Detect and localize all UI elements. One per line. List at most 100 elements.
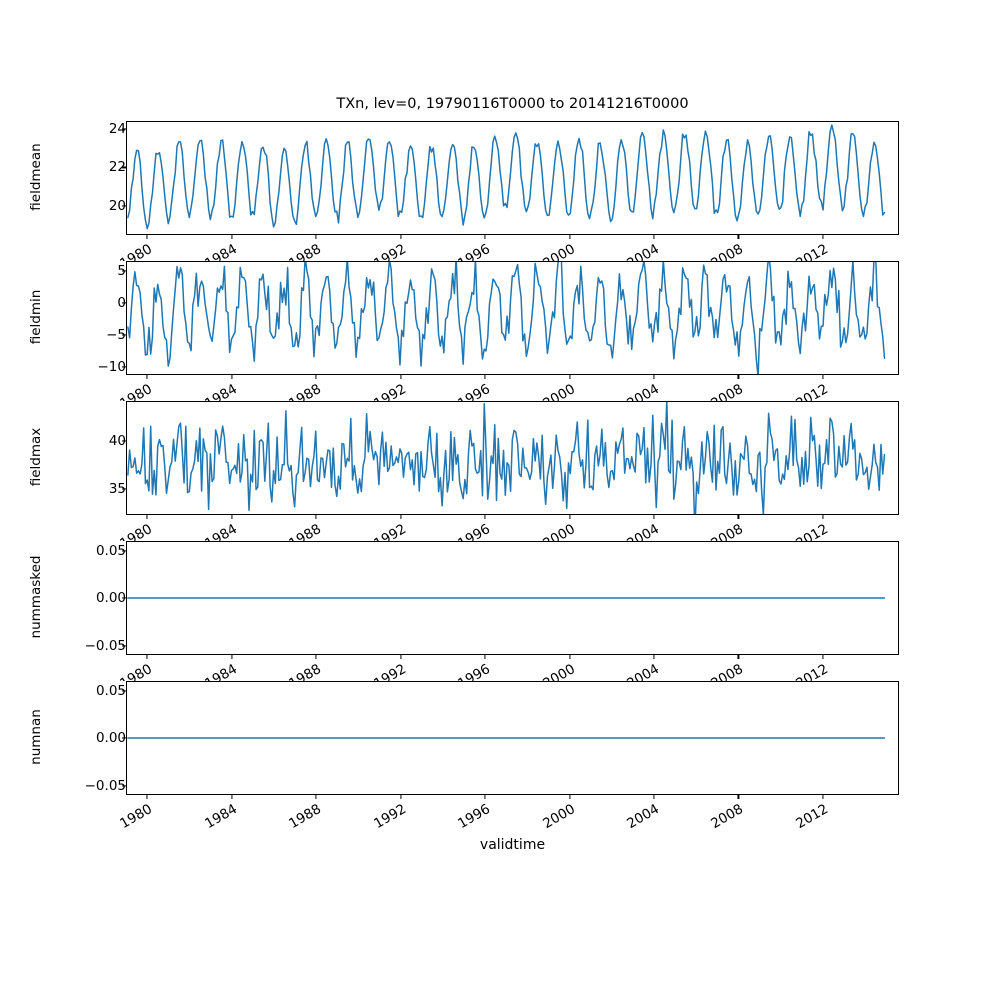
x-tick-label-1980: 1980 [117,241,156,261]
x-tick-label-1992: 1992 [370,521,409,541]
x-tick-label-1980: 1980 [117,801,156,833]
x-tick-label-2012: 2012 [793,381,831,401]
x-tick-label-2012: 2012 [793,801,831,833]
series-line-nummasked [127,542,898,654]
x-tick-mark [231,235,233,240]
x-tick-label-1996: 1996 [455,801,494,833]
x-tick-label-1984: 1984 [201,381,240,401]
series-line-numnan [127,682,898,794]
x-tick-label-1992: 1992 [370,381,409,401]
x-tick-label-1980: 1980 [117,381,156,401]
x-tick-mark [315,795,317,800]
y-tick-mark [121,270,126,272]
plot-panel-fieldmax [126,401,899,515]
plot-panel-fieldmin [126,261,899,375]
x-tick-mark [146,795,148,800]
x-tick-mark [653,515,655,520]
x-tick-label-1984: 1984 [201,521,240,541]
y-axis-label-numnan: numnan [28,709,44,765]
x-tick-mark [231,515,233,520]
x-tick-label-2008: 2008 [708,521,747,541]
x-tick-mark [399,375,402,380]
x-tick-mark [653,655,655,660]
x-tick-label-1988: 1988 [286,241,325,261]
y-tick-mark [121,440,126,442]
x-tick-mark [231,375,233,380]
x-tick-mark [737,795,740,800]
x-tick-label-1988: 1988 [286,381,325,401]
x-tick-label-1988: 1988 [286,661,325,681]
x-tick-label-2000: 2000 [539,521,578,541]
y-tick-mark [121,597,126,599]
x-tick-label-clip: 2012 [753,381,873,401]
x-tick-label-2008: 2008 [708,241,747,261]
x-tick-label-2004: 2004 [624,801,662,833]
x-tick-mark [822,655,824,660]
y-tick-label-fieldmin-1: −5 [106,327,126,344]
x-tick-label-2004: 2004 [624,241,662,261]
x-tick-mark [484,655,486,660]
x-tick-label-1996: 1996 [455,521,494,541]
x-tick-mark [484,515,486,520]
x-tick-label-1988: 1988 [286,801,325,833]
x-tick-label-1984: 1984 [201,661,240,681]
x-tick-mark [484,375,486,380]
x-tick-mark [315,235,317,240]
x-tick-label-2000: 2000 [539,241,578,261]
y-tick-mark [121,737,126,739]
x-tick-mark [822,795,824,800]
x-tick-label-1996: 1996 [455,381,494,401]
x-tick-mark [399,655,402,660]
x-tick-label-2012: 2012 [793,521,831,541]
x-tick-mark [737,655,740,660]
x-tick-label-2004: 2004 [624,661,662,681]
y-tick-label-numnan-0: −0.05 [84,777,126,794]
x-tick-label-1992: 1992 [370,241,409,261]
x-tick-mark [568,515,571,520]
x-tick-mark [568,655,571,660]
x-tick-mark [653,375,655,380]
y-tick-mark [121,302,126,304]
x-tick-mark [737,375,740,380]
y-tick-label-fieldmean-0: 20 [108,198,126,215]
x-tick-label-clip: 2012 [753,801,873,861]
y-tick-label-fieldmin-0: −10 [97,359,127,376]
y-tick-label-nummasked-0: −0.05 [84,637,126,654]
series-line-fieldmin [127,262,898,374]
x-tick-mark [146,655,148,660]
x-tick-mark [399,515,402,520]
x-tick-mark [568,235,571,240]
x-tick-mark [568,375,571,380]
x-tick-mark [146,515,148,520]
x-tick-label-2000: 2000 [539,381,578,401]
x-tick-label-2000: 2000 [539,661,578,681]
x-axis-label: validtime [479,837,546,853]
x-tick-mark [146,375,148,380]
y-tick-mark [121,644,126,647]
y-tick-mark [121,366,126,368]
y-tick-mark [121,549,126,552]
y-tick-mark [121,205,126,207]
x-tick-label-2012: 2012 [793,661,831,681]
x-tick-mark [484,235,486,240]
x-tick-mark [315,655,317,660]
x-tick-mark [315,515,317,520]
x-tick-label-1992: 1992 [370,661,409,681]
y-tick-mark [121,334,126,336]
y-tick-label-numnan-1: 0.00 [95,730,126,746]
x-tick-label-1980: 1980 [117,521,156,541]
y-tick-mark [121,488,126,490]
x-tick-label-clip: 2012 [753,521,873,541]
x-tick-label-2008: 2008 [708,381,747,401]
x-tick-label-1980: 1980 [117,661,156,681]
x-tick-label-clip: 2012 [753,241,873,261]
x-tick-mark [315,375,317,380]
y-tick-label-numnan-2: 0.05 [95,682,126,699]
y-tick-label-fieldmin-3: 5 [0,263,134,279]
x-tick-mark [568,795,571,800]
plot-panel-nummasked [126,541,899,655]
plot-panel-numnan [126,681,899,795]
x-tick-mark [822,375,824,380]
y-tick-mark [121,166,126,168]
